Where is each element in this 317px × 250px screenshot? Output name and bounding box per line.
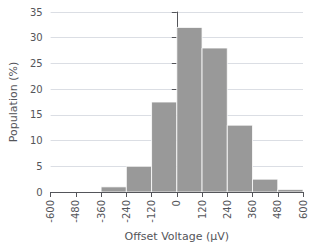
svg-text:10: 10: [30, 135, 43, 146]
svg-text:15: 15: [30, 109, 43, 120]
svg-text:-600: -600: [45, 200, 56, 223]
svg-text:20: 20: [30, 84, 43, 95]
svg-text:480: 480: [272, 200, 283, 219]
svg-text:35: 35: [30, 7, 43, 18]
svg-text:240: 240: [222, 200, 233, 219]
svg-text:600: 600: [298, 200, 309, 219]
svg-text:-360: -360: [96, 200, 107, 223]
svg-text:0: 0: [171, 200, 182, 206]
svg-text:30: 30: [30, 32, 43, 43]
svg-text:Population (%): Population (%): [7, 62, 20, 142]
svg-text:0: 0: [36, 187, 42, 198]
svg-text:120: 120: [197, 200, 208, 219]
svg-text:-120: -120: [146, 200, 157, 223]
svg-text:-480: -480: [70, 200, 81, 223]
svg-text:360: 360: [247, 200, 258, 219]
svg-text:5: 5: [36, 161, 42, 172]
svg-text:25: 25: [30, 58, 43, 69]
svg-text:Offset Voltage (μV): Offset Voltage (μV): [125, 230, 229, 243]
svg-text:-240: -240: [121, 200, 132, 223]
